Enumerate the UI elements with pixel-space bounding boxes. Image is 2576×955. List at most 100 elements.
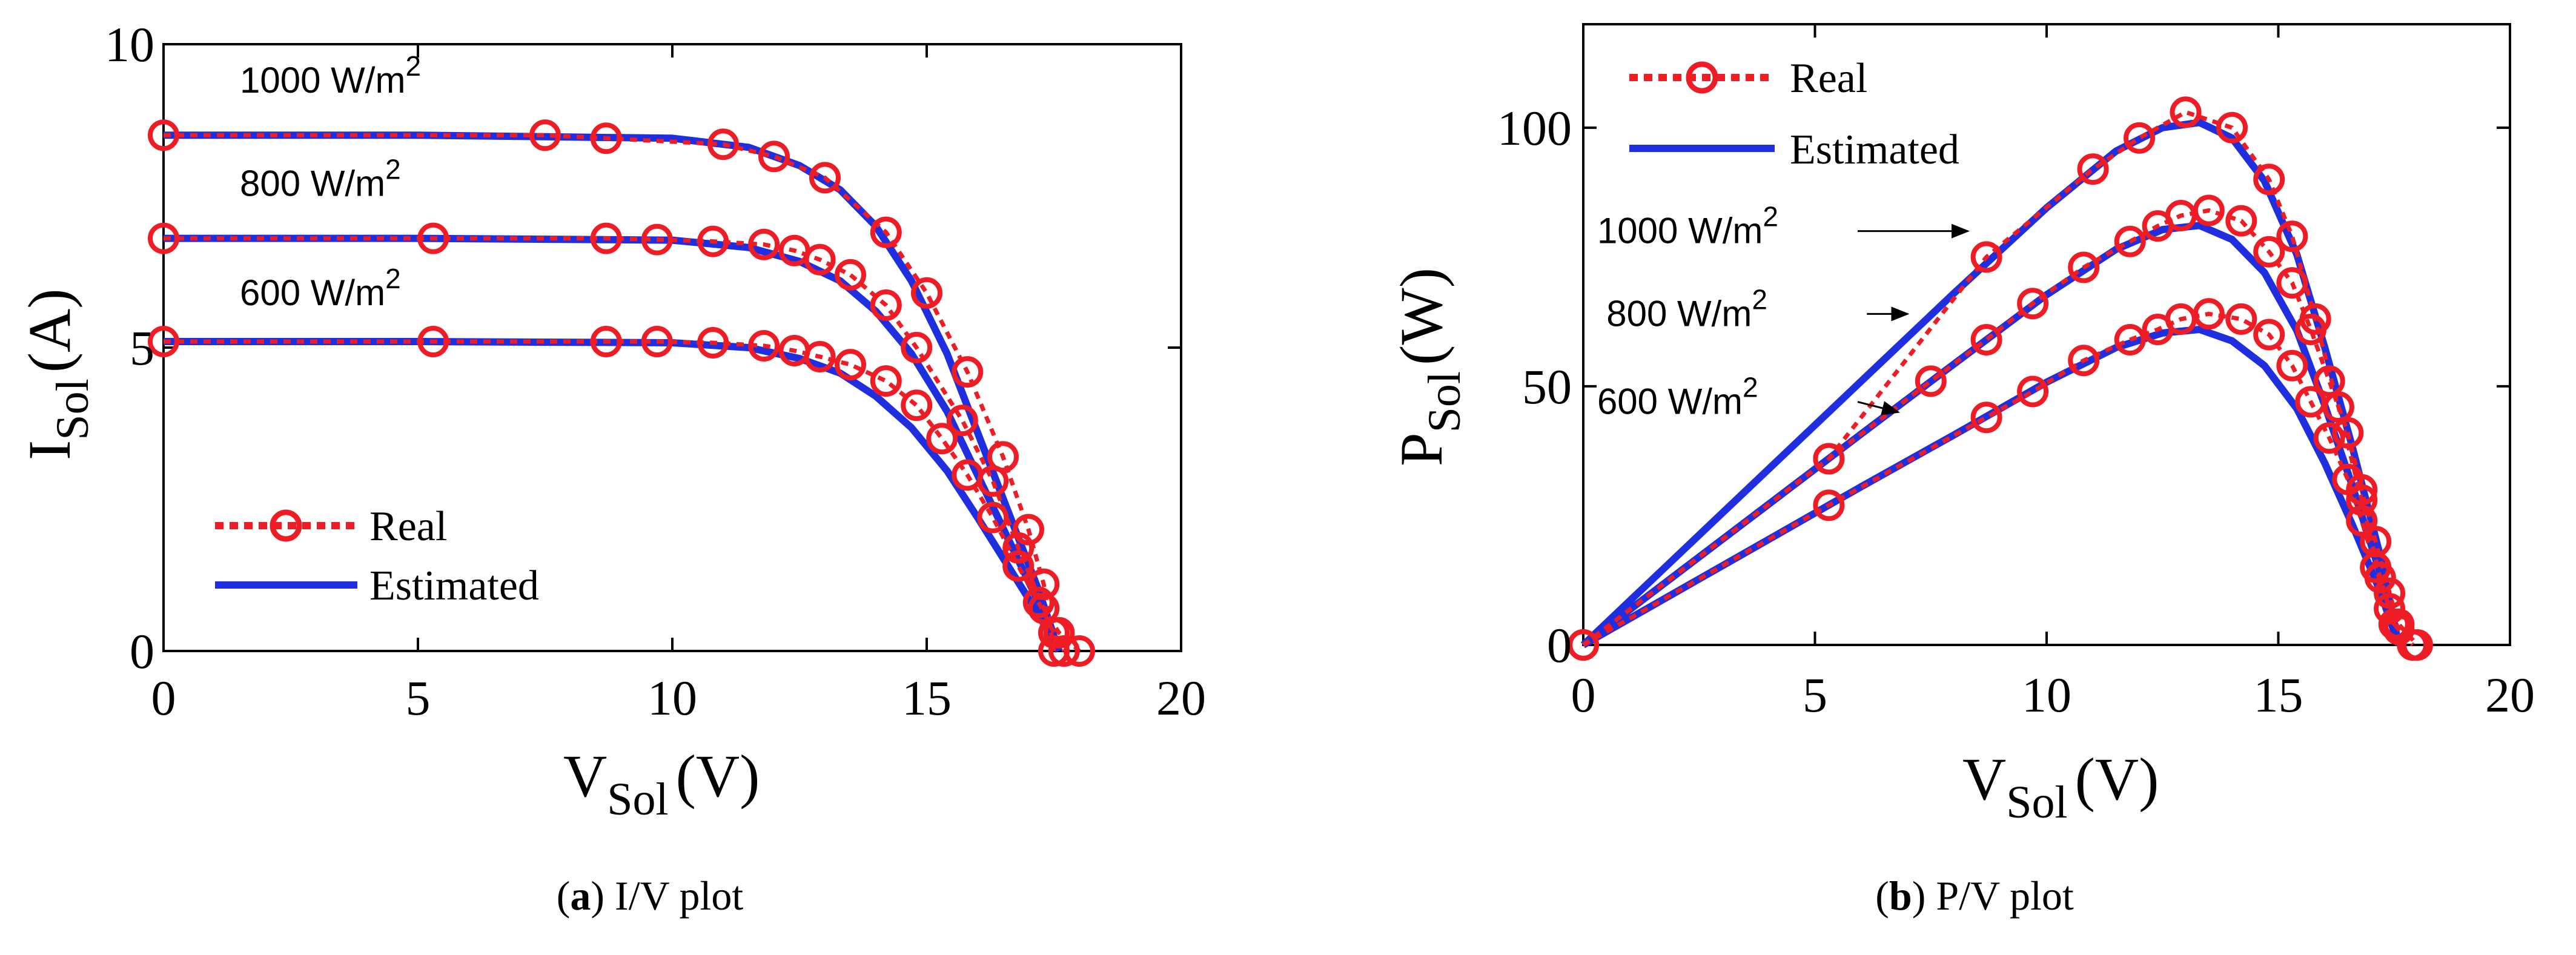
legend-real-label: Real — [369, 503, 447, 550]
data-point-real — [2170, 96, 2202, 128]
y-tick-label: 0 — [130, 624, 154, 679]
series-line-real — [1582, 311, 2414, 647]
data-point-real — [2346, 505, 2378, 537]
y-tick-label: 10 — [105, 17, 154, 72]
data-point-real — [2068, 251, 2100, 283]
data-point-real — [804, 341, 836, 372]
data-point-real — [2313, 365, 2345, 397]
x-axis-label-main: V — [563, 742, 607, 810]
annotation-text: 600 W/m — [1597, 382, 1743, 422]
annotation-sup: 2 — [1743, 372, 1758, 403]
data-point-real — [2253, 164, 2285, 196]
annotation-sup: 2 — [385, 263, 401, 294]
x-tick-label: 5 — [406, 670, 431, 725]
x-axis-label: VSol (V) — [563, 742, 760, 825]
irradiance-annotation: 800 W/m2 — [1606, 283, 1767, 334]
x-tick-label: 0 — [151, 670, 176, 725]
data-point-real — [2216, 111, 2248, 144]
y-axis-label-main: P — [1388, 432, 1455, 466]
data-point-real — [2017, 288, 2049, 320]
x-tick-label: 10 — [647, 670, 697, 725]
data-point-real — [748, 228, 780, 260]
y-axis-label-unit: (W) — [1388, 268, 1455, 365]
data-point-real — [870, 365, 902, 397]
data-point-real — [1568, 629, 1599, 661]
caption-b-text: P/V plot — [1936, 873, 2073, 919]
data-point-real — [2397, 629, 2429, 661]
annotation-text: 1000 W/m — [1597, 211, 1763, 251]
caption-a-text: I/V plot — [615, 873, 743, 919]
x-tick-label: 20 — [2485, 667, 2535, 722]
annotation-sup: 2 — [1763, 201, 1778, 233]
data-point-real — [148, 119, 179, 151]
series-group — [148, 119, 1095, 667]
data-point-real — [1970, 241, 2002, 273]
irradiance-annotation: 1000 W/m2 — [240, 50, 421, 101]
data-point-real — [1915, 365, 1947, 397]
data-point-real — [926, 423, 958, 455]
data-point-real — [417, 326, 449, 357]
legend-estimated-label: Estimated — [1790, 127, 1959, 173]
data-point-real — [946, 405, 978, 437]
y-axis-label-main: I — [16, 440, 83, 460]
data-point-real — [2225, 205, 2257, 237]
y-tick-label: 5 — [130, 320, 154, 375]
data-point-real — [641, 223, 673, 256]
data-point-real — [2295, 386, 2327, 418]
data-point-real — [835, 349, 866, 381]
y-axis-label-unit: (A) — [16, 288, 83, 372]
x-tick-label: 0 — [1571, 667, 1596, 722]
series-line-real — [164, 133, 1056, 652]
series-line-real — [1581, 208, 2419, 647]
data-point-real — [758, 140, 790, 173]
annotation-sup: 2 — [405, 50, 421, 82]
data-point-real — [1970, 324, 2002, 355]
data-point-real — [529, 119, 561, 151]
y-axis-label: ISol (A) — [16, 288, 98, 460]
annotation-text: 600 W/m — [240, 273, 385, 313]
legend-real-marker — [270, 509, 302, 542]
x-tick-label: 15 — [902, 670, 952, 725]
y-tick-label: 50 — [1522, 359, 1572, 414]
data-point-real — [2253, 236, 2285, 268]
y-tick-label: 0 — [1547, 618, 1572, 673]
annotation-text: 800 W/m — [240, 163, 385, 203]
data-point-real — [1064, 635, 1095, 667]
x-tick-label: 10 — [2022, 667, 2071, 722]
caption-b-letter: b — [1889, 873, 1912, 919]
data-point-real — [2332, 463, 2364, 495]
data-point-real — [148, 222, 179, 254]
legend-real-label: Real — [1790, 55, 1867, 102]
data-point-real — [2332, 417, 2364, 449]
data-point-real — [2360, 551, 2392, 583]
legend-estimated-label: Estimated — [369, 563, 539, 609]
x-axis-label-unit: (V) — [2075, 745, 2159, 813]
irradiance-annotation: 800 W/m2 — [240, 153, 401, 203]
data-point-real — [952, 459, 984, 491]
data-point-real — [2114, 324, 2146, 355]
irradiance-annotation: 600 W/m2 — [1597, 372, 1758, 422]
data-point-real — [2374, 577, 2406, 609]
data-point-real — [148, 326, 179, 357]
data-point-real — [835, 259, 866, 291]
data-point-real — [2068, 345, 2100, 377]
data-point-real — [2295, 314, 2327, 345]
x-axis-label: VSol (V) — [1962, 745, 2159, 828]
x-tick-label: 15 — [2254, 667, 2303, 722]
data-point-real — [2225, 303, 2257, 335]
data-point-real — [870, 216, 902, 248]
data-point-real — [590, 326, 622, 357]
x-axis-label-sub: Sol — [2006, 777, 2067, 828]
caption-a: (a) I/V plot — [557, 873, 744, 919]
data-point-real — [901, 332, 933, 363]
legend: Real Estimated — [1629, 55, 1959, 173]
data-point-real — [641, 326, 673, 357]
x-tick-label: 5 — [1803, 667, 1827, 722]
data-point-real — [2114, 225, 2146, 257]
x-tick-label: 20 — [1156, 670, 1206, 725]
x-axis-label-sub: Sol — [607, 774, 668, 825]
